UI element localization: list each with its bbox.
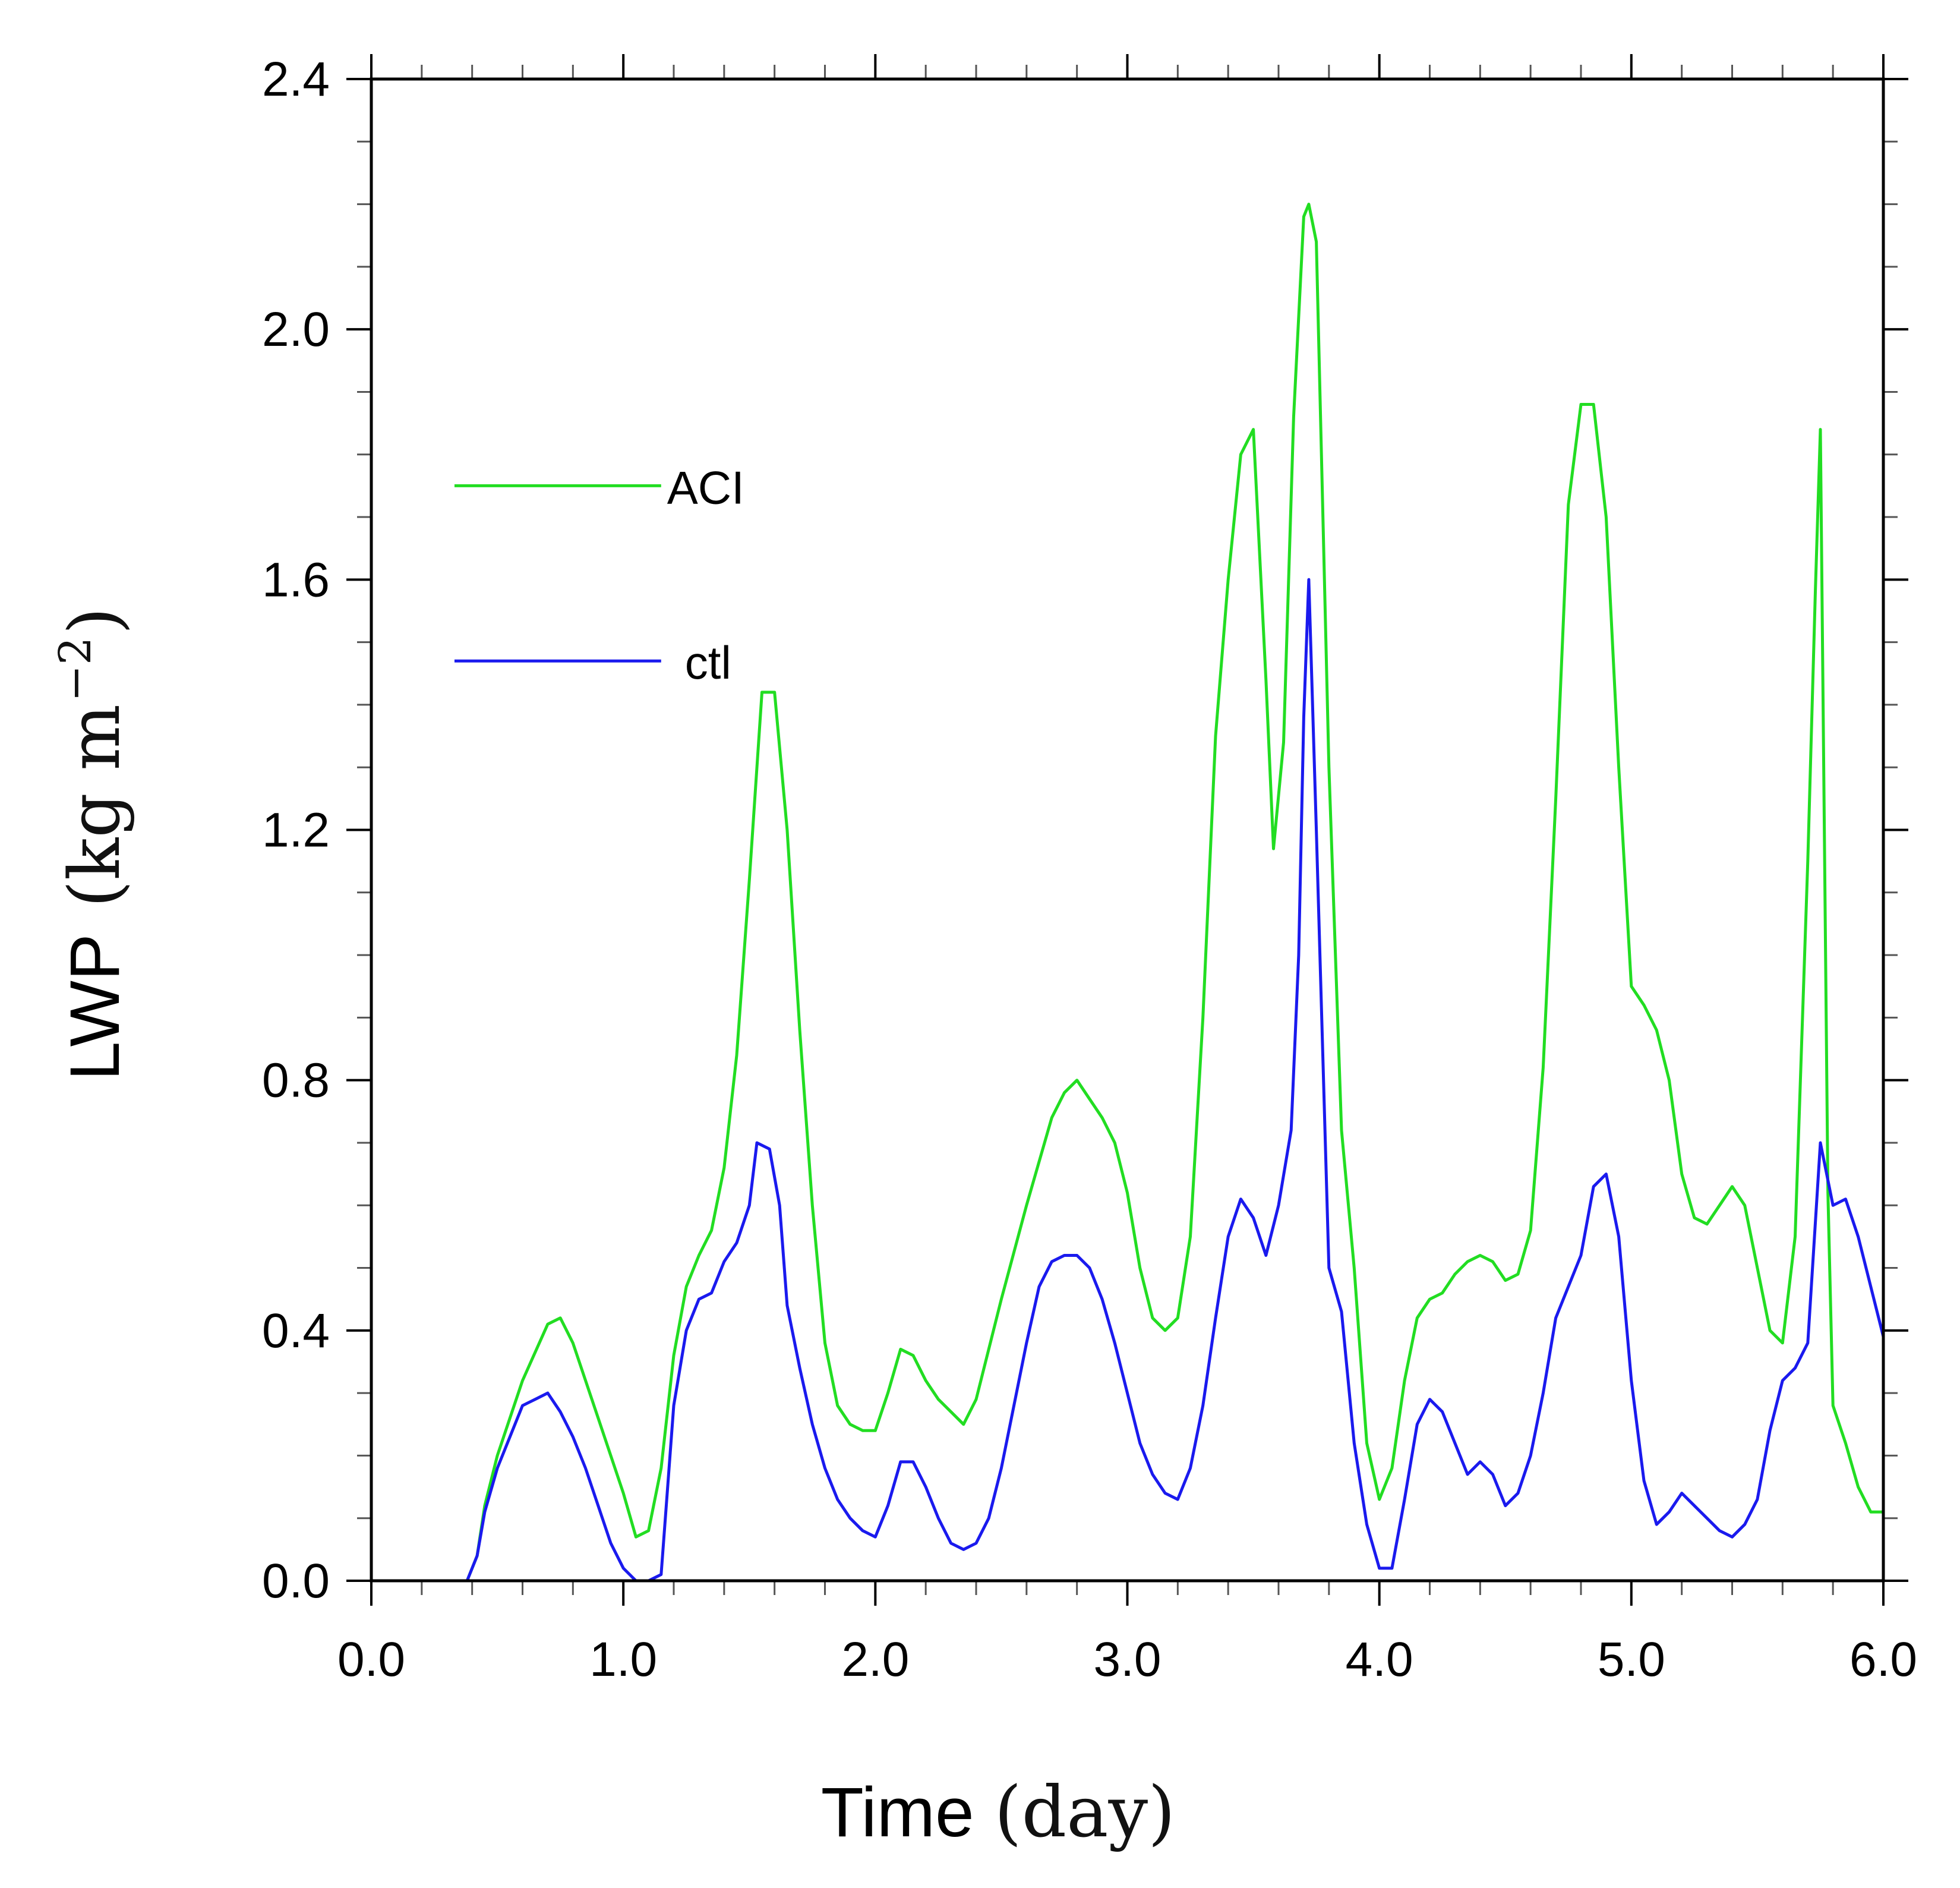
y-axis-label: LWP <box>56 934 134 1080</box>
y-tick-label: 2.4 <box>262 52 330 106</box>
y-tick-label: 1.6 <box>262 553 330 607</box>
y-tick-label: 0.4 <box>262 1304 330 1358</box>
y-axis-unit-open: (kg m <box>53 704 135 907</box>
series-line-ctl <box>371 578 1885 1583</box>
x-tick-labels: 0.0 1.0 2.0 3.0 4.0 5.0 6.0 <box>337 1632 1917 1687</box>
minor-ticks <box>357 65 1898 1595</box>
y-tick-label: 1.2 <box>262 803 330 858</box>
y-axis-unit-close: ) <box>53 607 135 635</box>
plot-frame <box>370 77 1885 1583</box>
x-tick-label: 2.0 <box>841 1632 909 1687</box>
y-axis-title: LWP (kg m −2 ) <box>50 607 135 1081</box>
x-tick-label: 4.0 <box>1346 1632 1413 1687</box>
legend-label-ctl: ctl <box>685 636 731 689</box>
legend: ACI ctl <box>454 461 744 689</box>
x-axis-unit: (day) <box>995 1771 1176 1853</box>
x-axis-label: Time <box>821 1773 974 1852</box>
y-tick-label: 0.0 <box>262 1554 330 1608</box>
x-tick-label: 5.0 <box>1598 1632 1665 1687</box>
x-axis-title: Time (day) <box>821 1771 1175 1853</box>
x-tick-label: 3.0 <box>1094 1632 1162 1687</box>
x-tick-label: 1.0 <box>589 1632 657 1687</box>
y-tick-label: 0.8 <box>262 1054 330 1108</box>
x-tick-label: 6.0 <box>1849 1632 1917 1687</box>
y-axis-unit-exponent: −2 <box>50 637 101 702</box>
series-lines <box>371 203 1885 1583</box>
major-ticks <box>346 54 1908 1606</box>
series-line-aci <box>371 203 1883 1583</box>
legend-label-aci: ACI <box>667 461 744 513</box>
y-tick-label: 2.0 <box>262 302 330 357</box>
x-tick-label: 0.0 <box>337 1632 405 1687</box>
y-tick-labels: 0.0 0.4 0.8 1.2 1.6 2.0 2.4 <box>262 52 330 1608</box>
